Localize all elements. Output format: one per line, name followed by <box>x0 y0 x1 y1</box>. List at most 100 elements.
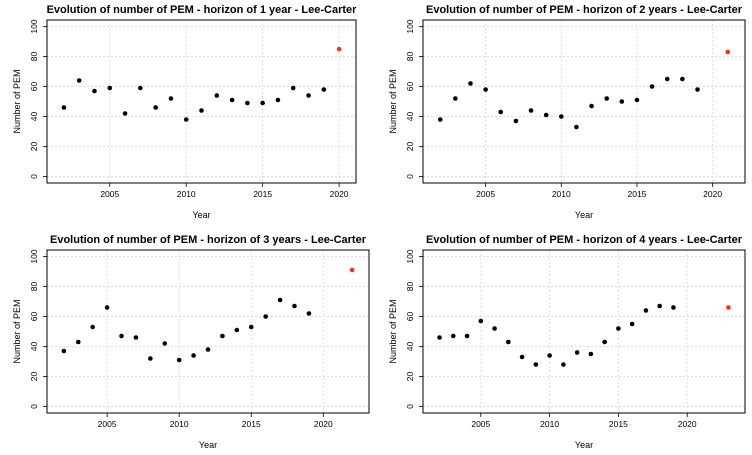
chart-title: Evolution of number of PEM - horizon of … <box>426 4 743 16</box>
data-point <box>602 339 607 345</box>
y-tick-label: 100 <box>405 249 415 263</box>
data-point <box>561 362 566 367</box>
x-tick-label: 2005 <box>471 419 490 429</box>
x-axis-label: Year <box>575 440 593 450</box>
x-axis-label: Year <box>199 440 217 450</box>
data-point <box>176 357 182 363</box>
y-tick-label: 100 <box>29 249 39 263</box>
x-tick-label: 2015 <box>628 189 647 199</box>
data-point <box>604 96 610 101</box>
chart-title: Evolution of number of PEM - horizon of … <box>426 234 743 246</box>
panel-2: Evolution of number of PEM - horizon of … <box>388 4 746 220</box>
data-point <box>162 341 168 346</box>
data-point <box>290 85 296 91</box>
y-tick-label: 60 <box>29 82 39 92</box>
data-point <box>75 339 81 345</box>
y-tick-label: 80 <box>29 282 39 292</box>
data-point <box>657 303 662 309</box>
data-point <box>634 97 640 103</box>
data-point <box>619 99 625 104</box>
data-point <box>90 324 95 330</box>
data-point <box>574 124 579 130</box>
data-point <box>76 78 82 83</box>
data-point <box>588 351 594 357</box>
data-point <box>321 87 327 92</box>
chart-title: Evolution of number of PEM - horizon of … <box>50 234 367 246</box>
data-point <box>671 305 676 310</box>
data-point <box>191 353 196 358</box>
data-point <box>695 87 700 92</box>
data-point <box>260 100 265 106</box>
data-point <box>61 105 67 110</box>
data-point <box>61 348 67 354</box>
data-point <box>498 109 504 115</box>
plot-frame <box>46 249 370 414</box>
x-tick-label: 2010 <box>177 189 196 199</box>
data-point <box>519 354 525 360</box>
data-point <box>437 335 442 340</box>
plot-frame <box>422 19 746 184</box>
panel-3: Evolution of number of PEM - horizon of … <box>12 234 370 450</box>
data-point <box>468 81 473 86</box>
data-point <box>589 103 594 109</box>
y-tick-label: 100 <box>29 19 39 33</box>
data-point <box>547 353 552 358</box>
data-point <box>616 326 621 331</box>
y-tick-label: 60 <box>29 312 39 322</box>
data-point <box>450 333 456 339</box>
y-tick-label: 80 <box>29 52 39 62</box>
data-point <box>528 108 534 113</box>
y-axis-label: Number of PEM <box>12 69 22 133</box>
data-point <box>492 326 497 331</box>
data-point <box>168 96 174 101</box>
x-tick-label: 2020 <box>678 419 697 429</box>
y-tick-label: 40 <box>29 112 39 122</box>
y-axis-label: Number of PEM <box>12 299 22 363</box>
data-point <box>464 333 470 339</box>
panel-1: Evolution of number of PEM - horizon of … <box>12 4 357 220</box>
data-point <box>214 93 220 98</box>
y-axis-label: Number of PEM <box>388 69 398 133</box>
data-point <box>248 324 254 330</box>
forecast-point <box>349 267 355 273</box>
y-tick-label: 20 <box>405 371 415 381</box>
data-point <box>119 333 124 339</box>
x-axis-label: Year <box>192 210 210 220</box>
y-tick-label: 60 <box>405 312 415 322</box>
data-point <box>229 97 235 103</box>
data-point <box>558 114 564 119</box>
data-point <box>199 108 204 113</box>
y-tick-label: 40 <box>405 112 415 122</box>
plot-frame <box>46 19 357 184</box>
data-point <box>234 327 240 333</box>
data-point <box>574 350 580 355</box>
data-point <box>643 308 649 313</box>
x-tick-label: 2005 <box>98 419 117 429</box>
data-point <box>664 76 670 82</box>
data-point <box>133 335 139 340</box>
x-tick-label: 2015 <box>609 419 628 429</box>
data-point <box>277 297 283 303</box>
data-point <box>629 321 635 327</box>
y-tick-label: 20 <box>29 371 39 381</box>
chart-title: Evolution of number of PEM - horizon of … <box>47 4 358 16</box>
data-point <box>263 314 268 319</box>
y-tick-label: 80 <box>405 52 415 62</box>
y-tick-label: 40 <box>405 342 415 352</box>
x-tick-label: 2020 <box>314 419 333 429</box>
data-point <box>506 339 511 345</box>
plot-frame <box>422 249 746 414</box>
x-tick-label: 2010 <box>170 419 189 429</box>
y-tick-label: 0 <box>405 174 415 179</box>
y-axis-label: Number of PEM <box>388 299 398 363</box>
data-point <box>275 97 281 103</box>
data-point <box>453 96 458 101</box>
data-point <box>543 112 549 118</box>
data-point <box>205 347 211 352</box>
data-point <box>183 117 189 122</box>
x-tick-label: 2010 <box>552 189 571 199</box>
x-tick-label: 2010 <box>540 419 559 429</box>
y-tick-label: 0 <box>405 404 415 409</box>
y-tick-label: 0 <box>29 404 39 409</box>
y-tick-label: 20 <box>405 141 415 151</box>
